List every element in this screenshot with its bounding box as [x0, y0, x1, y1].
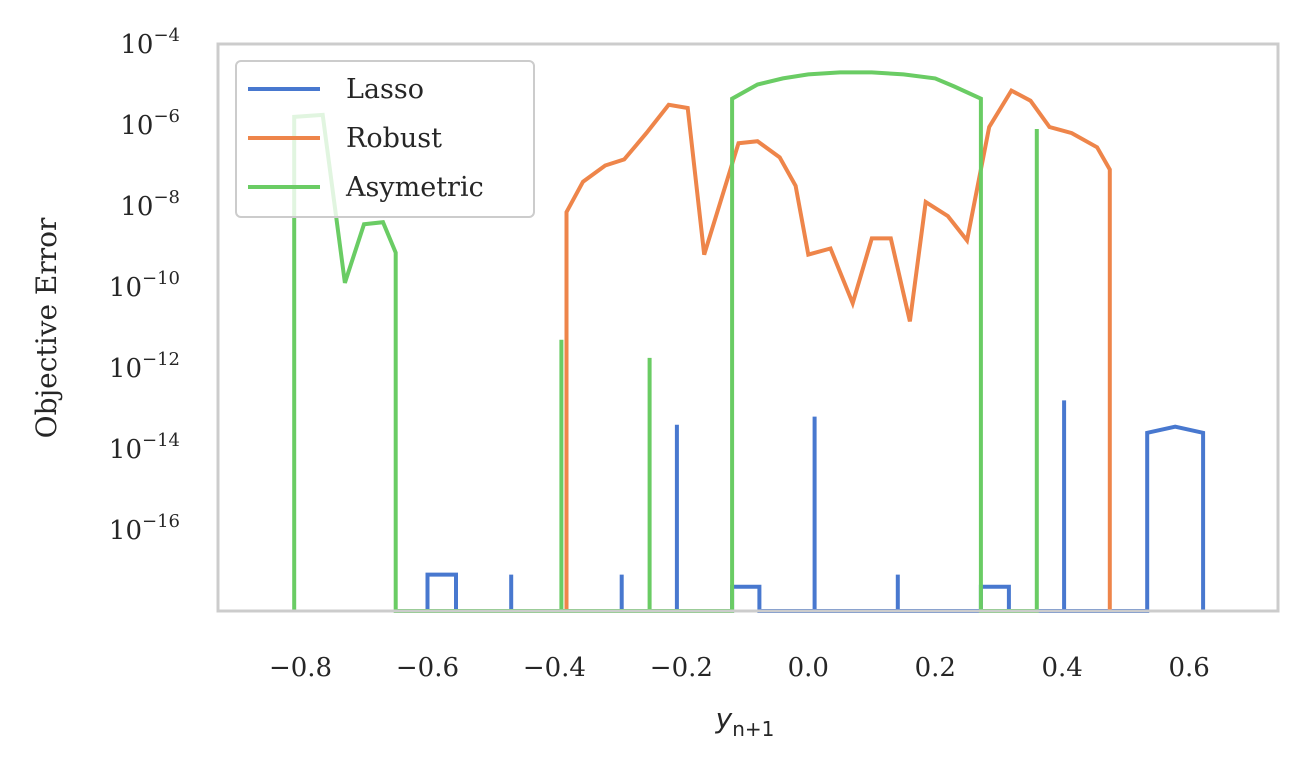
y-tick-label: 10−10 [109, 268, 180, 303]
y-tick-label: 10−16 [109, 511, 180, 546]
y-tick-label: 10−4 [120, 25, 180, 60]
legend-label-robust: Robust [346, 123, 442, 154]
y-axis-label: Objective Error [30, 217, 63, 438]
x-axis-label: yn+1 [715, 702, 775, 741]
series-line-robust [564, 87, 1112, 611]
x-tick-label: 0.0 [788, 653, 829, 683]
legend-box [235, 60, 535, 218]
x-axis-ticks: −0.8 −0.6 −0.4 −0.2 0.0 0.2 0.4 0.6 [269, 653, 1210, 683]
x-tick-label: −0.4 [523, 653, 586, 683]
x-tick-label: 0.4 [1042, 653, 1083, 683]
y-tick-label: 10−12 [109, 349, 180, 384]
x-axis-label-subscript: n+1 [732, 717, 774, 741]
x-tick-label: −0.6 [396, 653, 459, 683]
legend-label-asymetric: Asymetric [345, 172, 484, 203]
x-axis-label-base: y [715, 702, 733, 735]
x-tick-label: −0.8 [269, 653, 332, 683]
y-axis-ticks: 10−4 10−6 10−8 10−10 10−12 10−14 10−16 [109, 25, 180, 546]
y-tick-label: 10−6 [120, 106, 180, 141]
x-tick-label: −0.2 [650, 653, 713, 683]
legend-label-lasso: Lasso [346, 74, 424, 105]
legend: Lasso Robust Asymetric [235, 60, 535, 218]
x-tick-label: 0.2 [915, 653, 956, 683]
y-tick-label: 10−8 [120, 187, 180, 222]
x-tick-label: 0.6 [1168, 653, 1209, 683]
plot-frame [216, 42, 1280, 613]
y-tick-label: 10−14 [109, 430, 180, 465]
